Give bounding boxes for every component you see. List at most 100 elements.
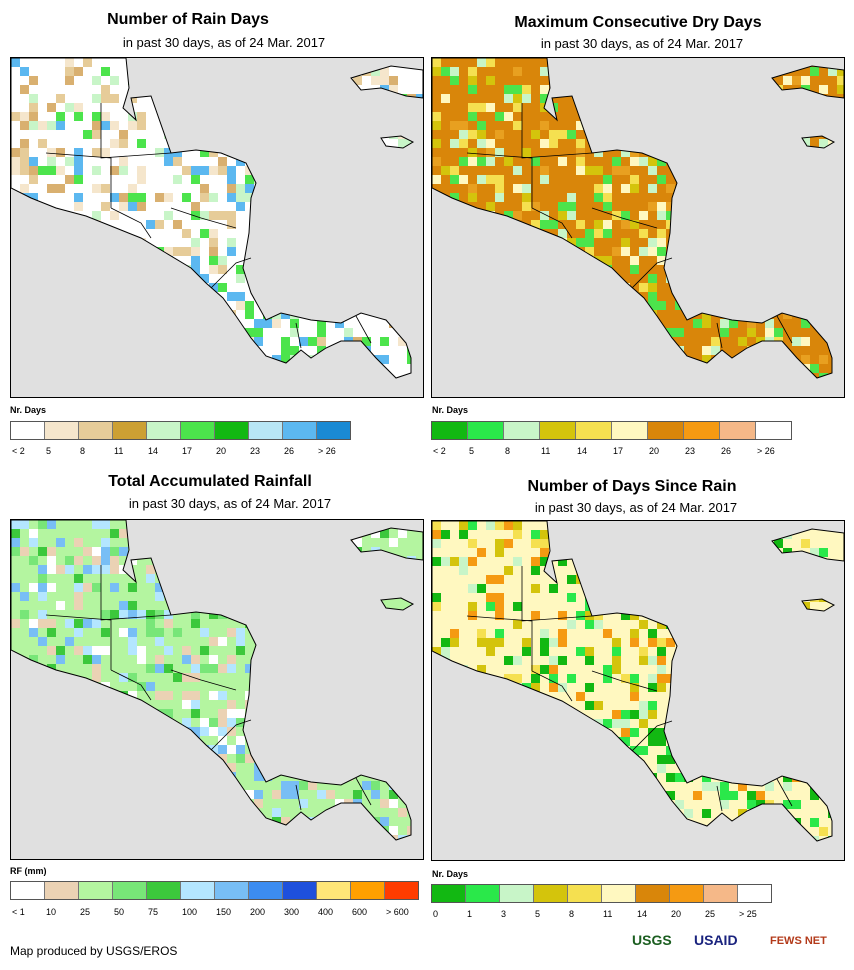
legend-swatch (351, 882, 385, 899)
country-border (100, 103, 172, 159)
legend-label: 8 (80, 446, 86, 456)
panel-title: Total Accumulated Rainfall (108, 473, 312, 490)
legend-title: Nr. Days (432, 869, 469, 879)
map-since-rain (431, 520, 845, 861)
coastline (432, 521, 833, 842)
land-grid (432, 58, 844, 378)
map-rain-days (10, 57, 424, 398)
legend-title: Nr. Days (432, 405, 469, 415)
panel-subtitle: in past 30 days, as of 24 Mar. 2017 (540, 36, 744, 51)
legend-bar (10, 421, 351, 440)
map-rainfall (10, 519, 424, 860)
legend-swatch (113, 422, 147, 439)
legend-swatch (113, 882, 147, 899)
country-border (716, 322, 723, 349)
country-border (591, 670, 658, 692)
country-border (170, 669, 237, 691)
legend-swatch (756, 422, 791, 439)
legend-label: 10 (46, 907, 57, 917)
coastline (350, 527, 423, 561)
country-border (355, 315, 372, 344)
legend-swatch (636, 885, 670, 902)
coastline (380, 135, 415, 149)
panel-title: Number of Days Since Rain (527, 478, 737, 495)
country-border (521, 103, 593, 159)
legend-swatch (534, 885, 568, 902)
legend-swatch (11, 422, 45, 439)
legend-label: 75 (148, 907, 159, 917)
legend-label: 14 (577, 446, 588, 456)
country-border (45, 152, 112, 208)
country-border (295, 784, 302, 811)
legend-label: 23 (250, 446, 261, 456)
map-canvas (11, 58, 423, 379)
legend-swatch (283, 422, 317, 439)
legend-label: 23 (685, 446, 696, 456)
legend-label: 400 (318, 907, 334, 917)
legend-swatch (684, 422, 720, 439)
map-canvas (432, 58, 844, 379)
legend-label: 14 (148, 446, 159, 456)
country-border (110, 669, 152, 701)
land-grid (11, 58, 423, 378)
coastline (432, 58, 833, 379)
coastline (771, 528, 844, 562)
coastline (350, 65, 423, 99)
country-border (631, 257, 673, 289)
map-canvas (432, 521, 844, 842)
legend-label: 3 (501, 909, 507, 919)
legend-swatch (432, 422, 468, 439)
legend-label: 26 (284, 446, 295, 456)
country-border (776, 315, 793, 344)
agency-logos: USGS USAID FEWS NET (632, 932, 844, 956)
coastline (801, 598, 836, 612)
country-border (466, 615, 533, 671)
legend-label: 25 (80, 907, 91, 917)
coastline (801, 135, 836, 149)
panel-rainfall: Total Accumulated Rainfall in past 30 da… (0, 470, 427, 930)
legend-label: 20 (671, 909, 682, 919)
panel-subtitle: in past 30 days, as of 24 Mar. 2017 (122, 35, 326, 50)
legend-swatch (215, 422, 249, 439)
legend-label: 600 (352, 907, 368, 917)
legend-label: > 26 (318, 446, 336, 456)
legend-label: 25 (705, 909, 716, 919)
coastline (11, 58, 412, 379)
land-grid (11, 520, 423, 840)
legend-swatch (612, 422, 648, 439)
fews-net-logo: FEWS NET (770, 935, 827, 947)
legend-label: 100 (182, 907, 198, 917)
legend-swatch (568, 885, 602, 902)
country-border (631, 720, 673, 752)
country-border (355, 777, 372, 806)
panel-since-rain: Number of Days Since Rain in past 30 day… (427, 470, 854, 930)
legend-swatch (181, 422, 215, 439)
legend-bar (431, 884, 772, 903)
panel-dry-days: Maximum Consecutive Dry Days in past 30 … (427, 0, 854, 470)
legend-bar (431, 421, 792, 440)
legend-label: < 2 (433, 446, 446, 456)
legend-label: 11 (114, 446, 124, 456)
legend-swatch (385, 882, 418, 899)
legend-label: 14 (637, 909, 648, 919)
legend-label: 200 (250, 907, 266, 917)
legend-label: 5 (469, 446, 475, 456)
legend-swatch (576, 422, 612, 439)
legend-swatch (283, 882, 317, 899)
legend-swatch (147, 422, 181, 439)
legend-swatch (45, 882, 79, 899)
coastline (771, 65, 844, 99)
legend-swatch (602, 885, 636, 902)
legend-swatch (704, 885, 738, 902)
legend-label: 0 (433, 909, 439, 919)
panel-subtitle: in past 30 days, as of 24 Mar. 2017 (128, 496, 332, 511)
legend-label: 17 (182, 446, 193, 456)
legend-label: 17 (613, 446, 624, 456)
legend-label: 5 (535, 909, 541, 919)
legend-swatch (500, 885, 534, 902)
legend-swatch (720, 422, 756, 439)
country-border (295, 322, 302, 349)
country-border (170, 207, 237, 229)
legend-label: 5 (46, 446, 52, 456)
country-border (466, 152, 533, 208)
